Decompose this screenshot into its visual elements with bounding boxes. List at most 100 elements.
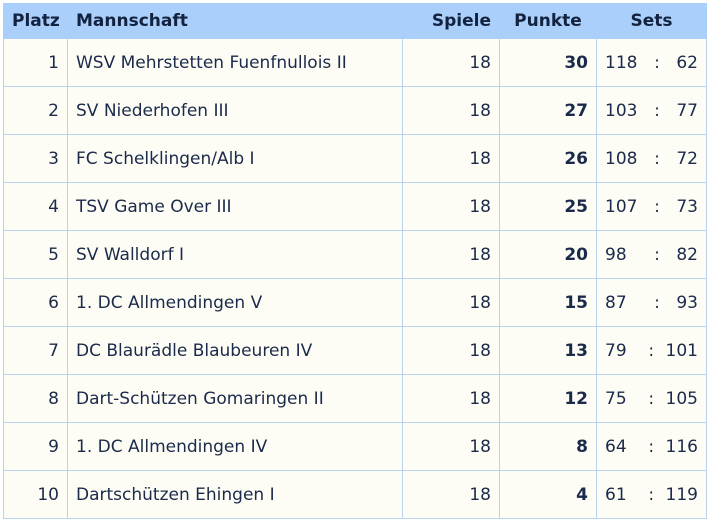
sets-separator: :	[654, 292, 660, 313]
sets-won: 103	[605, 100, 638, 121]
sets-won: 118	[605, 52, 638, 73]
header-spiele[interactable]: Spiele	[402, 3, 500, 39]
sets-lost: 101	[665, 340, 698, 361]
spiele-cell: 18	[402, 230, 500, 279]
header-mannschaft[interactable]: Mannschaft	[67, 3, 403, 39]
team-name-cell: SV Niederhofen III	[67, 86, 403, 135]
sets-separator: :	[648, 340, 655, 361]
sets-wrap: 103 : 77	[605, 101, 698, 121]
sets-cell: 61 : 119	[596, 470, 707, 519]
spiele-cell: 18	[402, 470, 500, 519]
sets-separator: :	[648, 388, 655, 409]
header-row: Platz Mannschaft Spiele Punkte Sets	[3, 3, 707, 39]
team-name-cell: WSV Mehrstetten Fuenfnullois II	[67, 38, 403, 87]
spiele-cell: 18	[402, 326, 500, 375]
punkte-cell: 12	[499, 374, 597, 423]
spiele-cell: 18	[402, 422, 500, 471]
sets-won: 87	[605, 292, 627, 313]
sets-cell: 98 : 82	[596, 230, 707, 279]
sets-cell: 103 : 77	[596, 86, 707, 135]
sets-wrap: 79 : 101	[605, 341, 698, 361]
sets-wrap: 98 : 82	[605, 245, 698, 265]
team-name-cell: Dart-Schützen Gomaringen II	[67, 374, 403, 423]
team-name-cell: SV Walldorf I	[67, 230, 403, 279]
spiele-cell: 18	[402, 134, 500, 183]
standings-table: Platz Mannschaft Spiele Punkte Sets 1 WS…	[3, 3, 707, 519]
punkte-cell: 20	[499, 230, 597, 279]
table-row: 8 Dart-Schützen Gomaringen II 18 12 75 :…	[3, 374, 707, 423]
header-platz[interactable]: Platz	[3, 3, 68, 39]
table-header: Platz Mannschaft Spiele Punkte Sets	[3, 3, 707, 39]
sets-separator: :	[648, 484, 655, 505]
punkte-cell: 8	[499, 422, 597, 471]
spiele-cell: 18	[402, 38, 500, 87]
punkte-cell: 15	[499, 278, 597, 327]
punkte-cell: 13	[499, 326, 597, 375]
sets-wrap: 61 : 119	[605, 485, 698, 505]
sets-separator: :	[654, 196, 660, 217]
sets-lost: 62	[676, 52, 698, 73]
punkte-cell: 30	[499, 38, 597, 87]
sets-won: 98	[605, 244, 627, 265]
team-name-cell: TSV Game Over III	[67, 182, 403, 231]
sets-separator: :	[648, 436, 655, 457]
sets-separator: :	[654, 52, 660, 73]
table-row: 5 SV Walldorf I 18 20 98 : 82	[3, 230, 707, 279]
platz-cell: 8	[3, 374, 68, 423]
sets-cell: 87 : 93	[596, 278, 707, 327]
platz-cell: 10	[3, 470, 68, 519]
sets-wrap: 118 : 62	[605, 53, 698, 73]
platz-cell: 6	[3, 278, 68, 327]
sets-lost: 119	[665, 484, 698, 505]
team-name-cell: 1. DC Allmendingen V	[67, 278, 403, 327]
table-row: 2 SV Niederhofen III 18 27 103 : 77	[3, 86, 707, 135]
platz-cell: 1	[3, 38, 68, 87]
spiele-cell: 18	[402, 182, 500, 231]
table-row: 4 TSV Game Over III 18 25 107 : 73	[3, 182, 707, 231]
punkte-cell: 27	[499, 86, 597, 135]
table-row: 1 WSV Mehrstetten Fuenfnullois II 18 30 …	[3, 38, 707, 87]
spiele-cell: 18	[402, 86, 500, 135]
punkte-cell: 26	[499, 134, 597, 183]
sets-lost: 116	[665, 436, 698, 457]
sets-won: 108	[605, 148, 638, 169]
sets-cell: 107 : 73	[596, 182, 707, 231]
header-sets[interactable]: Sets	[596, 3, 707, 39]
sets-wrap: 87 : 93	[605, 293, 698, 313]
sets-lost: 93	[676, 292, 698, 313]
platz-cell: 5	[3, 230, 68, 279]
platz-cell: 4	[3, 182, 68, 231]
sets-wrap: 107 : 73	[605, 197, 698, 217]
table-body: 1 WSV Mehrstetten Fuenfnullois II 18 30 …	[3, 38, 707, 519]
sets-lost: 73	[676, 196, 698, 217]
spiele-cell: 18	[402, 278, 500, 327]
table-row: 6 1. DC Allmendingen V 18 15 87 : 93	[3, 278, 707, 327]
sets-won: 75	[605, 388, 627, 409]
sets-won: 79	[605, 340, 627, 361]
punkte-cell: 25	[499, 182, 597, 231]
sets-cell: 118 : 62	[596, 38, 707, 87]
sets-cell: 79 : 101	[596, 326, 707, 375]
sets-separator: :	[654, 148, 660, 169]
table-row: 7 DC Blaurädle Blaubeuren IV 18 13 79 : …	[3, 326, 707, 375]
table-row: 10 Dartschützen Ehingen I 18 4 61 : 119	[3, 470, 707, 519]
sets-cell: 108 : 72	[596, 134, 707, 183]
sets-separator: :	[654, 100, 660, 121]
header-punkte[interactable]: Punkte	[499, 3, 597, 39]
platz-cell: 2	[3, 86, 68, 135]
platz-cell: 3	[3, 134, 68, 183]
sets-wrap: 75 : 105	[605, 389, 698, 409]
punkte-cell: 4	[499, 470, 597, 519]
sets-wrap: 108 : 72	[605, 149, 698, 169]
sets-won: 61	[605, 484, 627, 505]
team-name-cell: 1. DC Allmendingen IV	[67, 422, 403, 471]
platz-cell: 9	[3, 422, 68, 471]
sets-lost: 77	[676, 100, 698, 121]
table-row: 3 FC Schelklingen/Alb I 18 26 108 : 72	[3, 134, 707, 183]
sets-won: 107	[605, 196, 638, 217]
team-name-cell: FC Schelklingen/Alb I	[67, 134, 403, 183]
table-row: 9 1. DC Allmendingen IV 18 8 64 : 116	[3, 422, 707, 471]
team-name-cell: DC Blaurädle Blaubeuren IV	[67, 326, 403, 375]
platz-cell: 7	[3, 326, 68, 375]
sets-lost: 105	[665, 388, 698, 409]
